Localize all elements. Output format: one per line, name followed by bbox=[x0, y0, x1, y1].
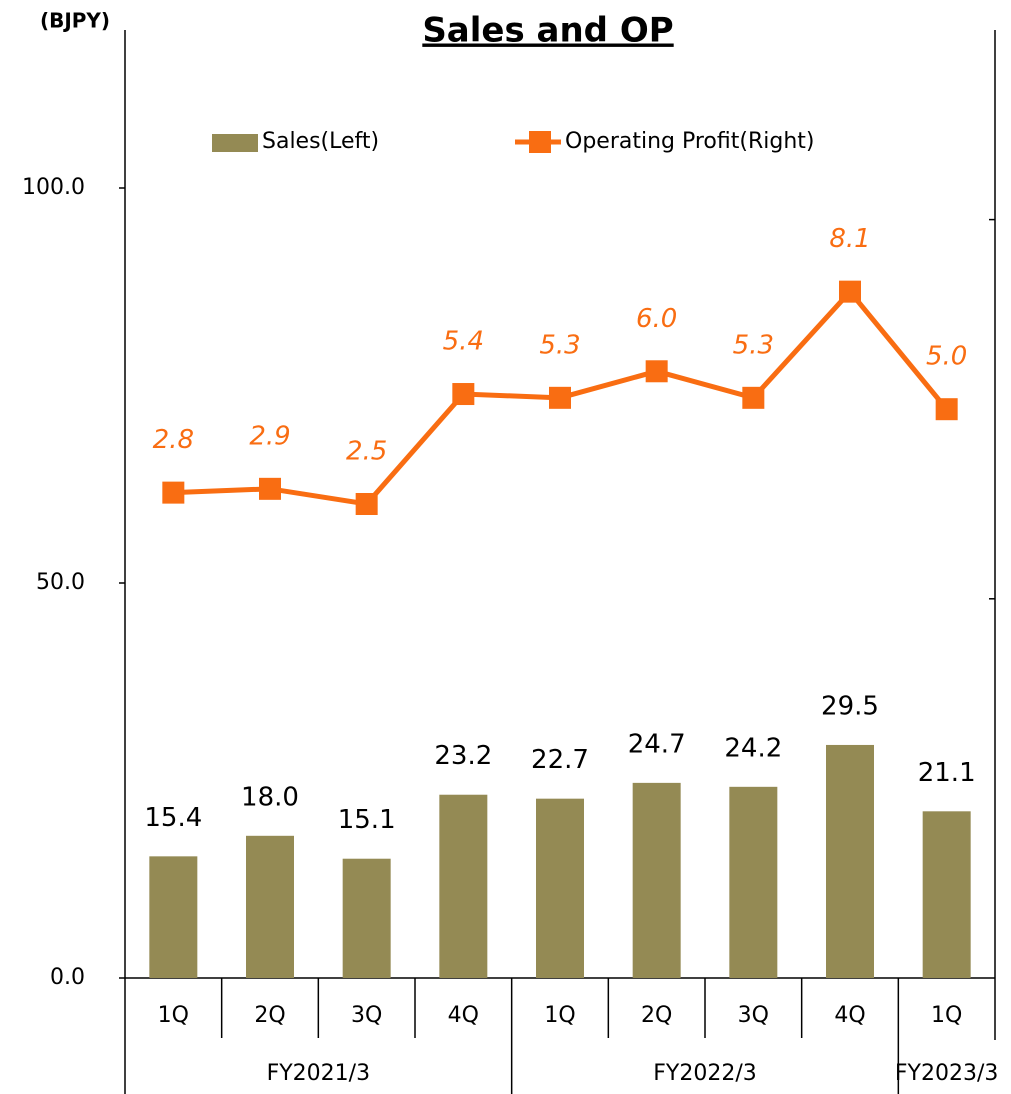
y-tick-label: 0.0 bbox=[50, 965, 85, 990]
data-label: 24.7 bbox=[628, 729, 686, 759]
y-tick-label: 100.0 bbox=[22, 175, 85, 200]
x-tick-label: 1Q bbox=[544, 1003, 575, 1028]
marker bbox=[549, 386, 571, 409]
y-unit: (BJPY) bbox=[40, 9, 110, 33]
data-label: 23.2 bbox=[434, 741, 492, 771]
marker bbox=[935, 398, 958, 421]
data-label: 6.0 bbox=[636, 304, 677, 334]
x-tick-label: 4Q bbox=[448, 1003, 479, 1028]
y-tick-label: 50.0 bbox=[36, 570, 85, 595]
group-label: FY2021/3 bbox=[267, 1061, 371, 1086]
data-label: 8.1 bbox=[829, 224, 870, 254]
group-label: FY2023/3 bbox=[895, 1061, 999, 1086]
legend-swatch bbox=[212, 134, 258, 152]
data-label: 15.1 bbox=[338, 805, 396, 835]
x-tick-label: 3Q bbox=[351, 1003, 382, 1028]
legend-label: Operating Profit(Right) bbox=[565, 129, 814, 154]
bar bbox=[922, 811, 971, 978]
bar bbox=[826, 744, 874, 978]
x-tick-label: 3Q bbox=[738, 1003, 769, 1028]
group-label: FY2022/3 bbox=[653, 1061, 757, 1086]
bar bbox=[729, 786, 778, 978]
marker bbox=[645, 360, 668, 383]
data-label: 5.3 bbox=[733, 330, 774, 360]
data-label: 15.4 bbox=[144, 803, 202, 833]
x-tick-label: 1Q bbox=[158, 1003, 189, 1028]
data-label: 2.5 bbox=[346, 437, 387, 467]
data-label: 5.0 bbox=[926, 342, 967, 372]
data-label: 2.8 bbox=[153, 425, 194, 455]
x-tick-label: 2Q bbox=[641, 1003, 672, 1028]
x-tick-label: 2Q bbox=[254, 1003, 285, 1028]
x-tick-label: 1Q bbox=[931, 1003, 962, 1028]
data-label: 29.5 bbox=[821, 691, 879, 721]
bar bbox=[246, 835, 294, 978]
marker bbox=[259, 477, 281, 500]
marker bbox=[355, 493, 378, 515]
bar bbox=[149, 856, 198, 978]
data-label: 5.3 bbox=[539, 330, 580, 360]
legend-marker bbox=[529, 131, 551, 153]
marker bbox=[162, 481, 185, 504]
bar bbox=[342, 858, 391, 978]
bar bbox=[536, 798, 584, 978]
data-label: 18.0 bbox=[241, 782, 299, 812]
data-label: 22.7 bbox=[531, 745, 589, 775]
x-tick-label: 4Q bbox=[834, 1003, 865, 1028]
marker bbox=[839, 280, 861, 303]
marker bbox=[452, 383, 475, 406]
bar bbox=[439, 794, 488, 978]
data-label: 5.4 bbox=[443, 327, 484, 357]
marker bbox=[742, 386, 765, 409]
data-label: 21.1 bbox=[918, 758, 976, 788]
bar bbox=[632, 782, 681, 978]
data-label: 24.2 bbox=[724, 733, 782, 763]
legend-label: Sales(Left) bbox=[262, 129, 379, 154]
data-label: 2.9 bbox=[249, 421, 290, 451]
chart-title: Sales and OP bbox=[422, 11, 673, 51]
